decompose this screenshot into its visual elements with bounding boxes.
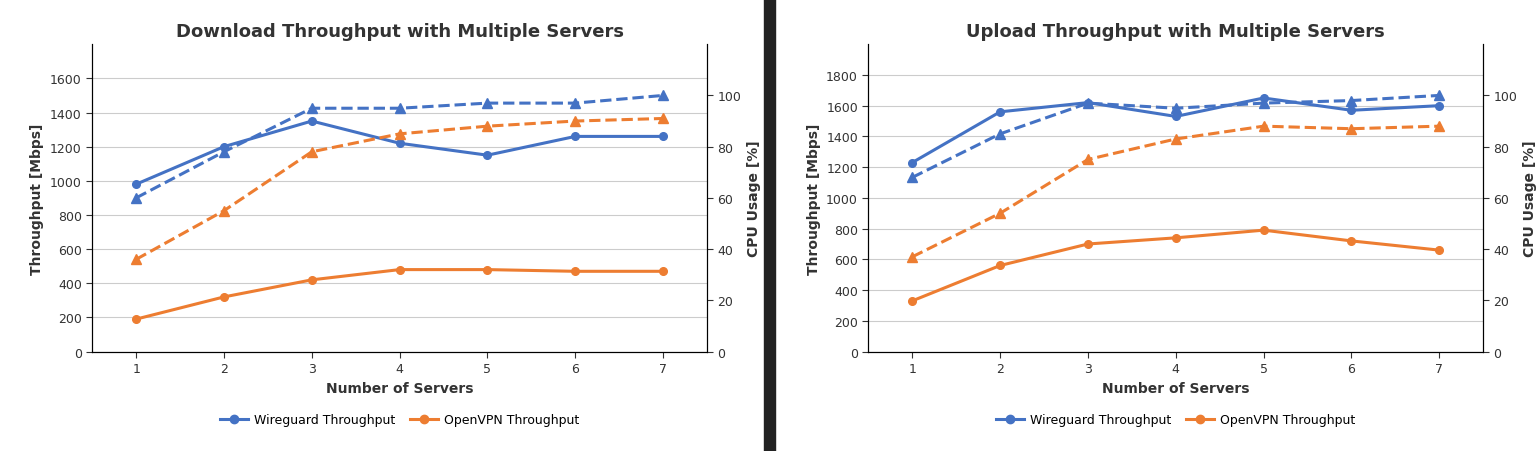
Y-axis label: Throughput [Mbps]: Throughput [Mbps] (807, 123, 821, 274)
Y-axis label: Throughput [Mbps]: Throughput [Mbps] (31, 123, 45, 274)
Y-axis label: CPU Usage [%]: CPU Usage [%] (747, 140, 761, 257)
X-axis label: Number of Servers: Number of Servers (1102, 381, 1250, 395)
Title: Upload Throughput with Multiple Servers: Upload Throughput with Multiple Servers (967, 23, 1385, 41)
Title: Download Throughput with Multiple Servers: Download Throughput with Multiple Server… (175, 23, 624, 41)
X-axis label: Number of Servers: Number of Servers (326, 381, 473, 395)
Y-axis label: CPU Usage [%]: CPU Usage [%] (1523, 140, 1537, 257)
